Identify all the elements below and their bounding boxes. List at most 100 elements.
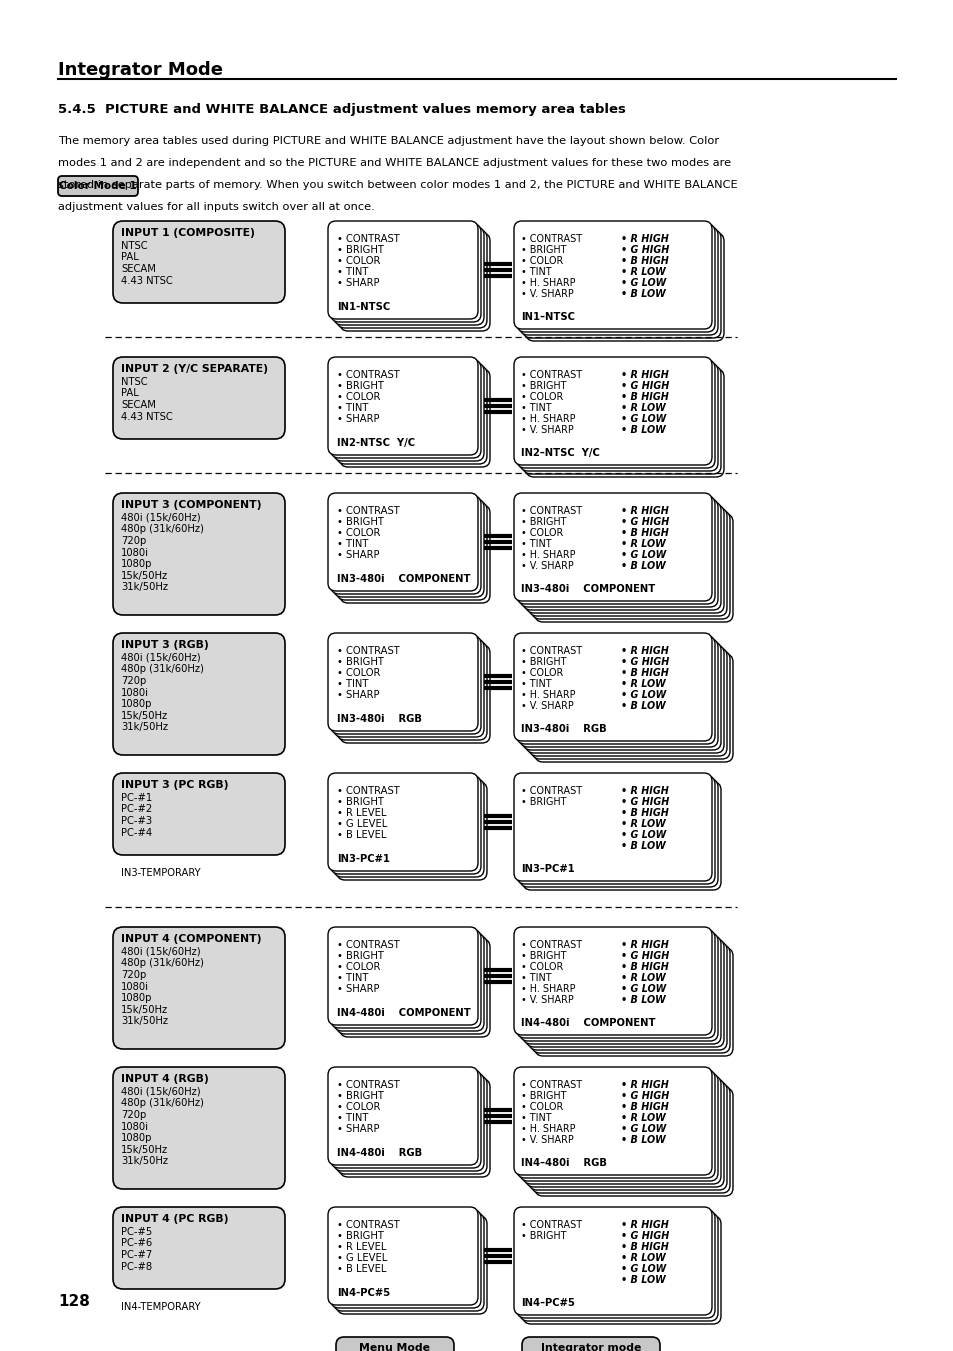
Text: Integrator Mode: Integrator Mode [58,61,223,78]
Text: • CONTRAST: • CONTRAST [336,1079,399,1090]
FancyBboxPatch shape [514,634,711,740]
Text: • TINT: • TINT [520,1113,551,1123]
Text: • COLOR: • COLOR [336,392,380,403]
Text: 1080i: 1080i [121,1121,149,1132]
Text: SECAM: SECAM [121,263,155,274]
FancyBboxPatch shape [535,654,732,762]
FancyBboxPatch shape [336,642,486,740]
Text: • CONTRAST: • CONTRAST [336,646,399,657]
FancyBboxPatch shape [529,508,726,616]
Text: • CONTRAST: • CONTRAST [336,786,399,796]
FancyBboxPatch shape [331,929,480,1028]
Text: 720p: 720p [121,970,146,979]
Text: • BRIGHT: • BRIGHT [520,1231,566,1242]
Text: • TINT: • TINT [336,539,368,549]
Text: • V. SHARP: • V. SHARP [520,289,573,299]
Text: • G HIGH: • G HIGH [620,797,669,807]
Text: • BRIGHT: • BRIGHT [520,797,566,807]
FancyBboxPatch shape [522,1216,720,1324]
Text: IN1–NTSC: IN1–NTSC [520,312,575,322]
Text: • B LOW: • B LOW [620,701,665,711]
Text: • G HIGH: • G HIGH [620,1092,669,1101]
FancyBboxPatch shape [514,773,711,881]
Text: 128: 128 [58,1294,90,1309]
Text: PC-#6: PC-#6 [121,1239,152,1248]
FancyBboxPatch shape [328,1067,477,1165]
Text: • SHARP: • SHARP [336,413,379,424]
Text: • B HIGH: • B HIGH [620,1242,668,1252]
Text: • B LEVEL: • B LEVEL [336,1265,386,1274]
Text: • B HIGH: • B HIGH [620,808,668,817]
Text: 480p (31k/60Hz): 480p (31k/60Hz) [121,958,204,969]
FancyBboxPatch shape [529,1082,726,1190]
FancyBboxPatch shape [336,503,486,600]
Text: • G HIGH: • G HIGH [620,517,669,527]
FancyBboxPatch shape [334,780,483,877]
Text: 15k/50Hz: 15k/50Hz [121,570,168,581]
Text: • R LOW: • R LOW [620,403,665,413]
FancyBboxPatch shape [517,1070,714,1178]
Text: • V. SHARP: • V. SHARP [520,701,573,711]
Text: • CONTRAST: • CONTRAST [336,234,399,245]
Text: • V. SHARP: • V. SHARP [520,1135,573,1146]
Text: • CONTRAST: • CONTRAST [520,1079,581,1090]
Text: Menu Mode: Menu Mode [359,1343,430,1351]
Text: • G HIGH: • G HIGH [620,1231,669,1242]
Text: • H. SHARP: • H. SHARP [520,690,575,700]
Text: • G HIGH: • G HIGH [620,245,669,255]
Text: • COLOR: • COLOR [520,255,562,266]
Text: • B HIGH: • B HIGH [620,392,668,403]
Text: • R LOW: • R LOW [620,973,665,984]
FancyBboxPatch shape [525,505,723,613]
FancyBboxPatch shape [112,927,285,1048]
Text: 480p (31k/60Hz): 480p (31k/60Hz) [121,524,204,535]
Text: • CONTRAST: • CONTRAST [336,1220,399,1229]
Text: • BRIGHT: • BRIGHT [520,657,566,667]
Text: PAL: PAL [121,389,138,399]
Text: • BRIGHT: • BRIGHT [336,517,383,527]
Text: • CONTRAST: • CONTRAST [520,786,581,796]
Text: PAL: PAL [121,253,138,262]
Text: • R LEVEL: • R LEVEL [336,1242,386,1252]
Text: 1080i: 1080i [121,981,149,992]
FancyBboxPatch shape [112,1067,285,1189]
FancyBboxPatch shape [112,222,285,303]
Text: 31k/50Hz: 31k/50Hz [121,721,168,732]
Text: 1080i: 1080i [121,688,149,697]
Text: IN1-NTSC: IN1-NTSC [336,303,390,312]
Text: 5.4.5  PICTURE and WHITE BALANCE adjustment values memory area tables: 5.4.5 PICTURE and WHITE BALANCE adjustme… [58,103,625,116]
FancyBboxPatch shape [519,934,718,1042]
FancyBboxPatch shape [58,176,138,196]
Text: modes 1 and 2 are independent and so the PICTURE and WHITE BALANCE adjustment va: modes 1 and 2 are independent and so the… [58,158,730,168]
Text: • B LEVEL: • B LEVEL [336,830,386,840]
Text: • COLOR: • COLOR [336,962,380,971]
Text: • R LOW: • R LOW [620,680,665,689]
Text: adjustment values for all inputs switch over all at once.: adjustment values for all inputs switch … [58,203,375,212]
Text: 15k/50Hz: 15k/50Hz [121,711,168,720]
Text: • B LOW: • B LOW [620,842,665,851]
FancyBboxPatch shape [519,227,718,335]
Text: • BRIGHT: • BRIGHT [336,1092,383,1101]
Text: INPUT 2 (Y/C SEPARATE): INPUT 2 (Y/C SEPARATE) [121,363,268,374]
Text: 1080i: 1080i [121,547,149,558]
Text: • COLOR: • COLOR [520,962,562,971]
FancyBboxPatch shape [519,639,718,747]
Text: • TINT: • TINT [520,403,551,413]
Text: • SHARP: • SHARP [336,984,379,994]
Text: • TINT: • TINT [520,680,551,689]
Text: 480i (15k/60Hz): 480i (15k/60Hz) [121,947,200,957]
Text: • COLOR: • COLOR [520,1102,562,1112]
Text: IN3–PC#1: IN3–PC#1 [520,865,574,874]
Text: • H. SHARP: • H. SHARP [520,550,575,561]
Text: INPUT 3 (PC RGB): INPUT 3 (PC RGB) [121,780,229,790]
FancyBboxPatch shape [112,357,285,439]
Text: • BRIGHT: • BRIGHT [336,797,383,807]
Text: • R LOW: • R LOW [620,539,665,549]
FancyBboxPatch shape [517,636,714,744]
FancyBboxPatch shape [112,1206,285,1289]
Text: • G HIGH: • G HIGH [620,381,669,390]
Text: • CONTRAST: • CONTRAST [336,507,399,516]
FancyBboxPatch shape [112,773,285,855]
FancyBboxPatch shape [339,505,490,603]
FancyBboxPatch shape [525,939,723,1047]
